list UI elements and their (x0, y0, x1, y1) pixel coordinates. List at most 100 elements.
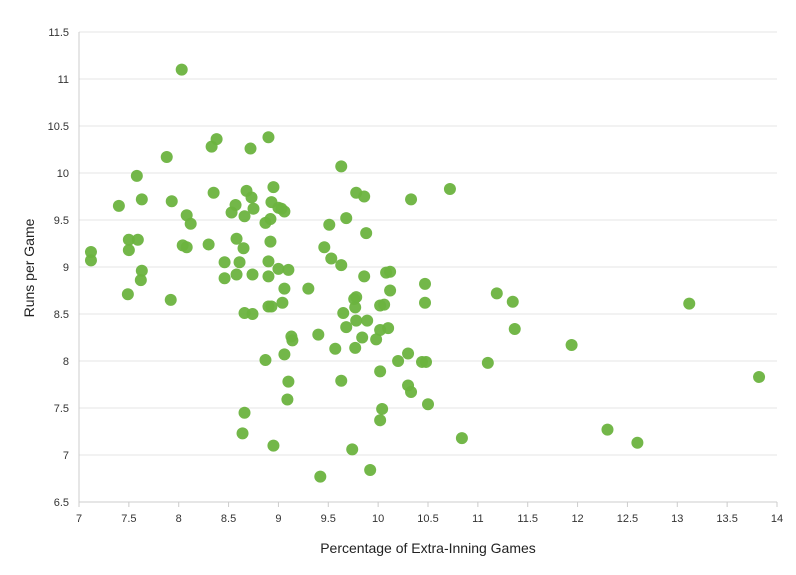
scatter-point (329, 342, 342, 355)
scatter-point (272, 262, 285, 275)
y-tick-label: 8 (63, 356, 69, 368)
point-layer (84, 63, 766, 483)
scatter-point (236, 427, 249, 440)
scatter-point (259, 354, 272, 367)
x-tick-label: 7 (76, 513, 82, 525)
scatter-point (238, 406, 251, 419)
scatter-point (323, 218, 336, 231)
scatter-point (508, 323, 521, 336)
scatter-point (683, 297, 696, 310)
scatter-point (356, 331, 369, 344)
scatter-point (481, 356, 494, 369)
x-tick-label: 9 (275, 513, 281, 525)
scatter-point (419, 277, 432, 290)
scatter-point (238, 210, 251, 223)
scatter-point (631, 436, 644, 449)
x-tick-label: 13 (671, 513, 683, 525)
scatter-point (175, 63, 188, 76)
y-tick-label: 7 (63, 450, 69, 462)
scatter-point (405, 193, 418, 206)
scatter-point (202, 238, 215, 251)
scatter-point (278, 205, 291, 218)
scatter-point (281, 393, 294, 406)
y-tick-label: 7.5 (54, 403, 69, 415)
x-tick-label: 11 (472, 513, 483, 525)
scatter-point (135, 193, 148, 206)
x-tick-label: 14 (771, 513, 783, 525)
scatter-point (384, 284, 397, 297)
scatter-point (314, 470, 327, 483)
scatter-point (374, 365, 387, 378)
scatter-point (361, 314, 374, 327)
scatter-point (349, 341, 362, 354)
scatter-point (490, 287, 503, 300)
scatter-point (84, 245, 97, 258)
axis-layer (78, 32, 778, 507)
scatter-point (282, 375, 295, 388)
x-tick-label: 9.5 (321, 513, 336, 525)
scatter-point (392, 355, 405, 367)
scatter-point (420, 355, 433, 368)
scatter-point (130, 169, 143, 182)
scatter-point (384, 265, 397, 278)
scatter-point (265, 300, 278, 313)
scatter-point (402, 347, 415, 360)
x-tick-label: 8.5 (221, 513, 236, 525)
scatter-point (374, 414, 387, 427)
scatter-point (246, 308, 259, 320)
scatter-point (350, 314, 363, 327)
scatter-point (164, 293, 177, 306)
scatter-point (122, 244, 135, 257)
scatter-point (422, 398, 434, 411)
scatter-point (358, 190, 371, 203)
scatter-point (245, 191, 258, 204)
scatter-point (286, 334, 299, 347)
scatter-point (312, 328, 325, 341)
scatter-point (376, 402, 389, 415)
scatter-point (278, 282, 291, 295)
scatter-point (335, 374, 348, 387)
y-axis-title: Runs per Game (21, 218, 37, 317)
scatter-point (358, 270, 371, 283)
scatter-point (230, 268, 243, 281)
scatter-point (340, 321, 353, 334)
scatter-point (340, 212, 353, 225)
scatter-point (246, 268, 259, 281)
scatter-point (364, 464, 377, 477)
scatter-point (180, 241, 193, 254)
scatter-point (218, 256, 231, 269)
scatter-point (184, 217, 197, 230)
x-tick-label: 12.5 (617, 513, 638, 525)
x-tick-label: 11.5 (517, 513, 538, 525)
scatter-point (267, 181, 280, 194)
y-tick-label: 9 (63, 262, 69, 274)
scatter-point (506, 295, 519, 308)
y-tick-label: 10.5 (48, 121, 69, 133)
x-tick-label: 7.5 (121, 513, 136, 525)
scatter-point (259, 216, 272, 229)
scatter-point (601, 423, 614, 436)
x-tick-label: 12 (571, 513, 583, 525)
scatter-point (165, 195, 178, 208)
scatter-point (233, 256, 246, 269)
scatter-point (262, 270, 275, 283)
scatter-point (565, 339, 578, 352)
scatter-point (207, 186, 220, 199)
x-tick-label: 10.5 (417, 513, 438, 525)
scatter-point (122, 233, 135, 246)
scatter-point (121, 288, 134, 301)
scatter-point (135, 264, 148, 277)
x-tick-label: 8 (176, 513, 182, 525)
scatter-point (337, 307, 350, 320)
scatter-point (262, 255, 275, 268)
scatter-point (225, 206, 238, 219)
scatter-point (419, 296, 432, 309)
scatter-point (374, 323, 387, 336)
y-tick-label: 9.5 (54, 215, 69, 227)
y-tick-label: 11 (58, 74, 69, 86)
scatter-point (134, 274, 147, 287)
scatter-point (237, 242, 250, 255)
scatter-point (131, 233, 144, 246)
